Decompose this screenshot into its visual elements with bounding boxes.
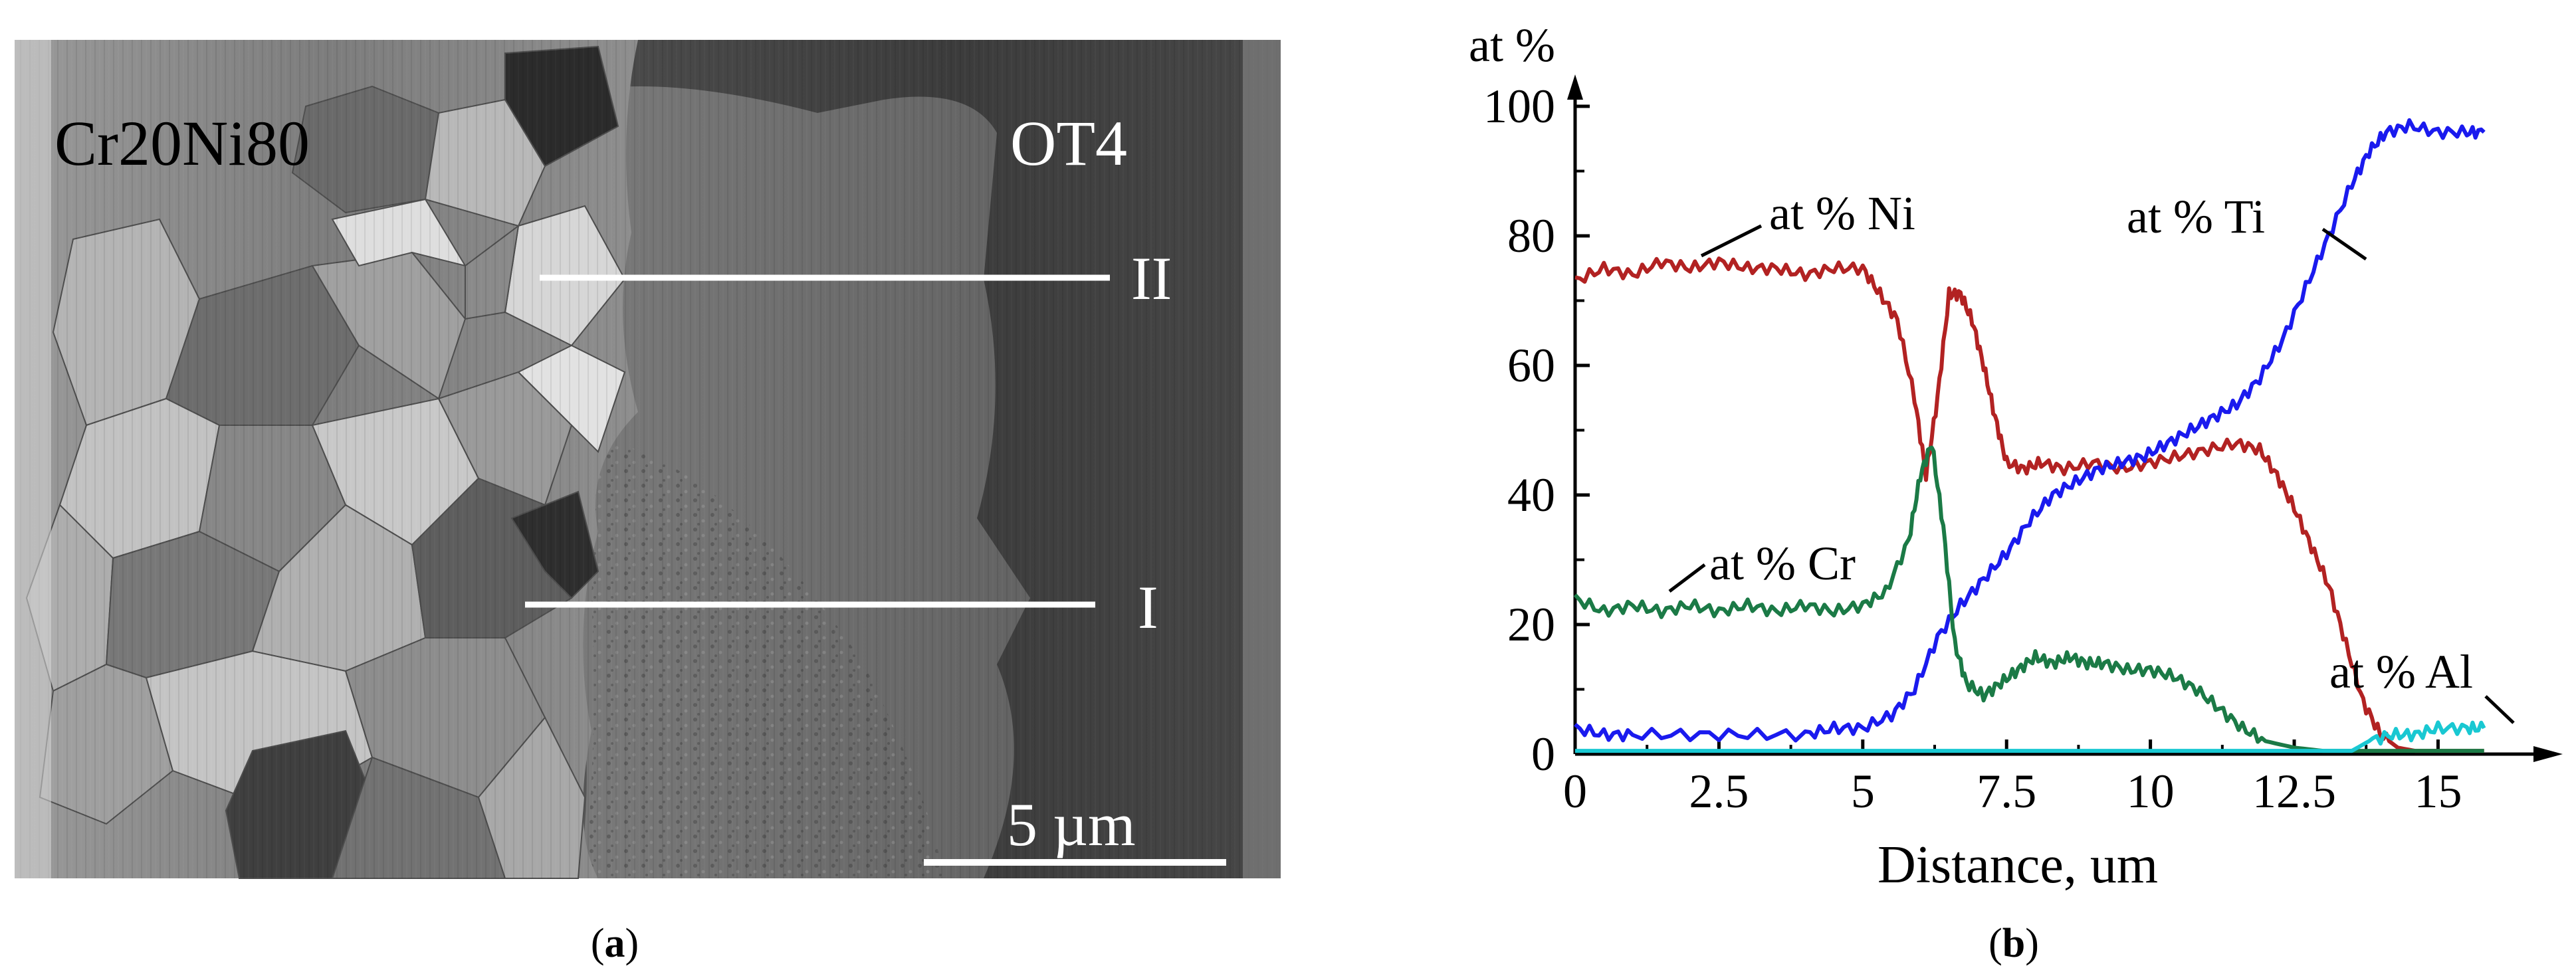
- y-ticks: 0 20 40 60 80 100: [1483, 80, 1590, 781]
- scale-bar-label: 5 µm: [1007, 791, 1136, 858]
- x-tick-label: 7.5: [1977, 765, 2036, 818]
- annotation-ni: at % Ni: [1700, 187, 1915, 258]
- annotation-ti-leader: [2321, 227, 2367, 261]
- annotation-cr-leader: [1668, 563, 1706, 593]
- y-tick-label: 80: [1507, 209, 1555, 262]
- y-axis-title: at %: [1469, 19, 1555, 72]
- x-axis-title: Distance, um: [1878, 836, 2158, 894]
- x-tick-label: 10: [2127, 765, 2175, 818]
- series-line-atti: [1574, 118, 2486, 743]
- annotation-cr: at % Cr: [1668, 537, 1856, 593]
- annotation-al-label: at % Al: [2329, 645, 2473, 698]
- micrograph-image: [15, 40, 1281, 879]
- material-label-left: Cr20Ni80: [54, 108, 310, 179]
- x-tick-label: 12.5: [2252, 765, 2336, 818]
- sem-micrograph: Cr20Ni80 OT4 II I 5 µm (a): [15, 40, 1281, 966]
- x-tick-label: 0: [1563, 765, 1587, 818]
- annotation-al: at % Al: [2329, 645, 2515, 724]
- x-tick-label: 2.5: [1689, 765, 1749, 818]
- plot-axes: [1567, 74, 2563, 762]
- y-tick-label: 20: [1507, 598, 1555, 651]
- material-label-right: OT4: [1010, 108, 1127, 179]
- x-ticks: 0 2.5 5 7.5 10 12.5 15: [1563, 739, 2462, 818]
- annotation-ti-label: at % Ti: [2127, 190, 2265, 243]
- panel-b-caption: (b): [1988, 921, 2039, 966]
- x-axis-arrow: [2533, 746, 2563, 762]
- y-tick-label: 100: [1483, 80, 1555, 133]
- line-scan-ii-label: II: [1131, 244, 1172, 312]
- series-line-atcr: [1573, 445, 2484, 753]
- annotation-ti: at % Ti: [2127, 190, 2367, 261]
- annotation-cr-label: at % Cr: [1709, 537, 1856, 590]
- y-tick-label: 0: [1531, 728, 1555, 781]
- x-tick-label: 5: [1851, 765, 1875, 818]
- panel-a-caption: (a): [591, 921, 639, 966]
- line-scan-i-label: I: [1138, 573, 1158, 641]
- annotation-ni-leader: [1700, 224, 1763, 258]
- series-lines: [1573, 118, 2486, 753]
- series-line-atal: [1575, 720, 2486, 753]
- series-line-atni: [1574, 256, 2484, 753]
- y-axis-arrow: [1567, 74, 1583, 100]
- y-tick-label: 40: [1507, 468, 1555, 522]
- annotation-al-leader: [2484, 695, 2515, 724]
- y-tick-label: 60: [1507, 339, 1555, 392]
- x-tick-label: 15: [2414, 765, 2462, 818]
- annotation-ni-label: at % Ni: [1769, 187, 1915, 240]
